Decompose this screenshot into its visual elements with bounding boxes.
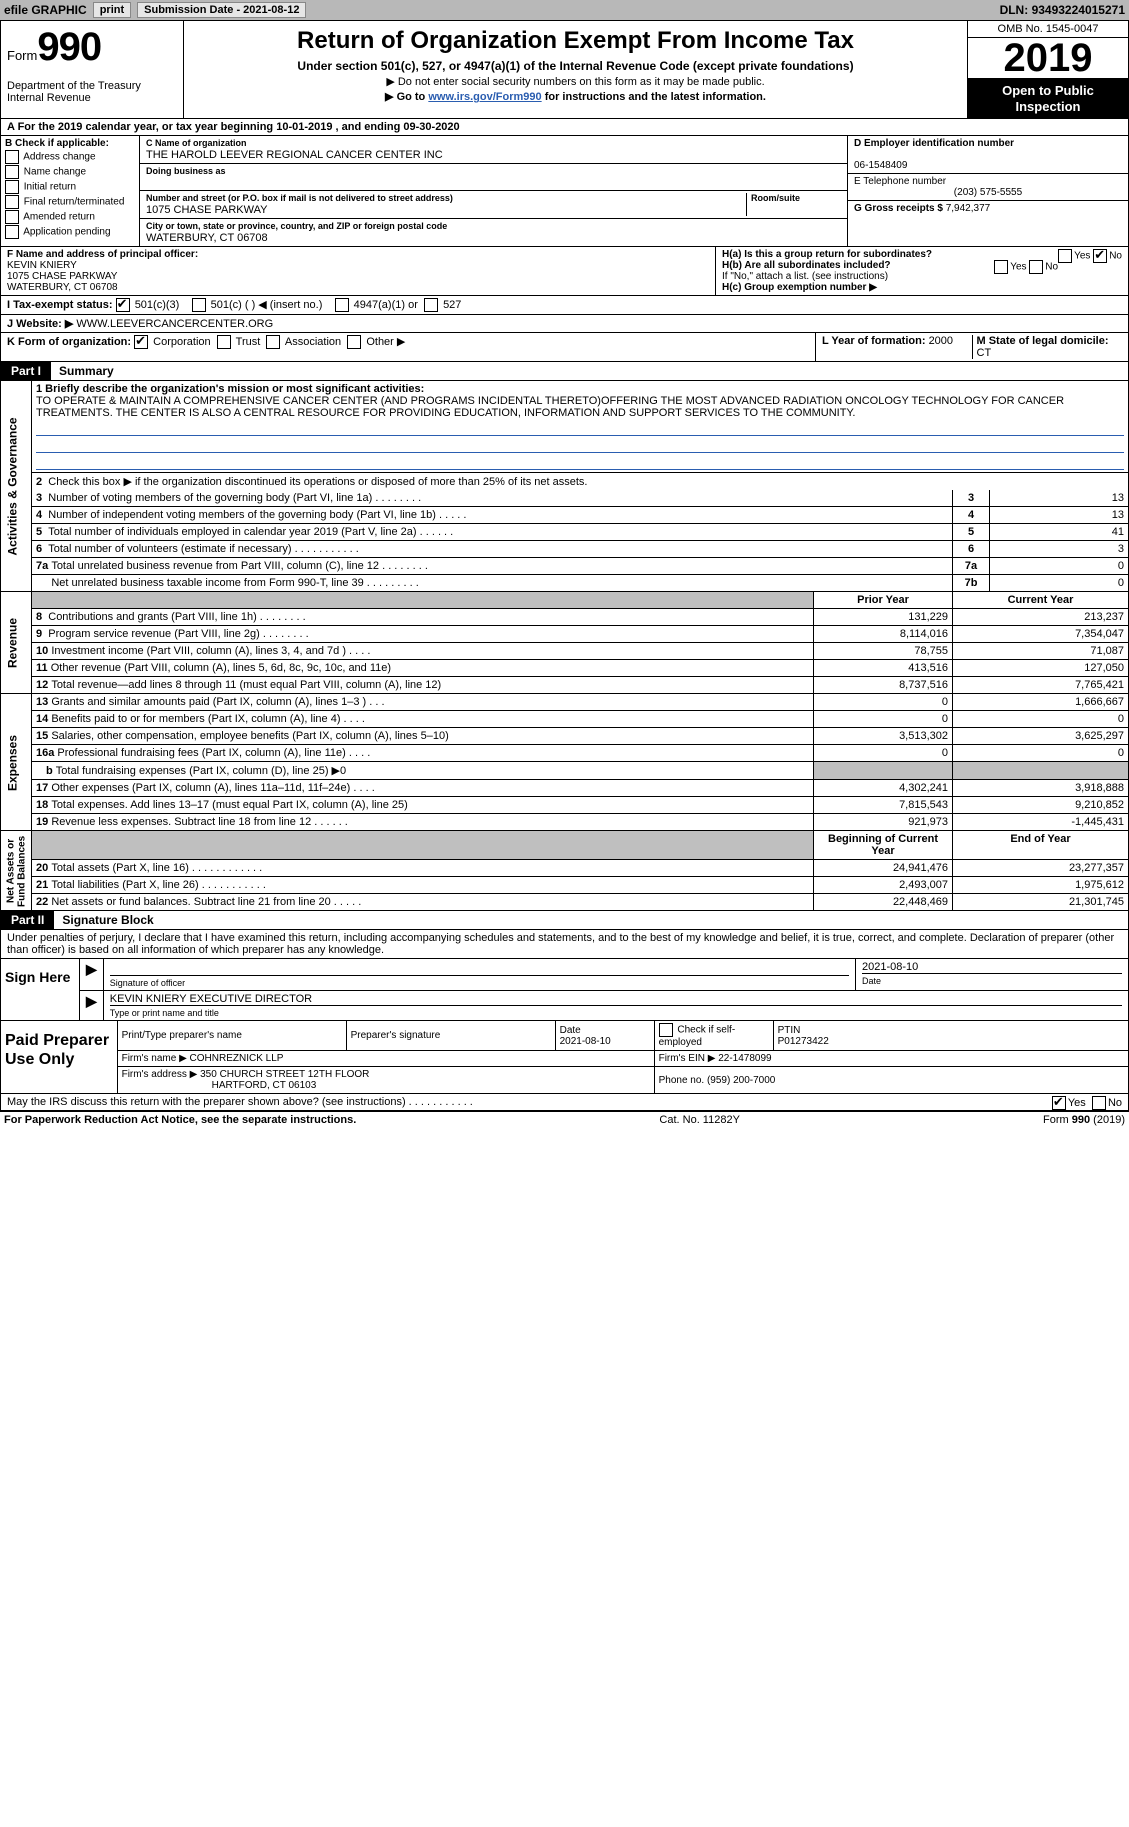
arrow-icon: ▶: [80, 959, 104, 990]
part1-header: Part I Summary: [0, 362, 1129, 381]
cb-name-change[interactable]: Name change: [5, 165, 135, 179]
org-name: THE HAROLD LEEVER REGIONAL CANCER CENTER…: [146, 149, 443, 161]
efile-label: efile GRAPHIC: [4, 3, 87, 17]
firm-name: COHNREZNICK LLP: [190, 1053, 284, 1064]
note-ssn: ▶ Do not enter social security numbers o…: [192, 75, 959, 88]
section-h: H(a) Is this a group return for subordin…: [716, 247, 1128, 295]
mission-text: TO OPERATE & MAINTAIN A COMPREHENSIVE CA…: [36, 395, 1064, 419]
discuss-no[interactable]: [1092, 1096, 1106, 1110]
page-footer: For Paperwork Reduction Act Notice, see …: [0, 1111, 1129, 1128]
cb-4947[interactable]: [335, 298, 349, 312]
officer-name: KEVIN KNIERY: [7, 260, 77, 271]
cb-527[interactable]: [424, 298, 438, 312]
preparer-phone: (959) 200-7000: [707, 1075, 775, 1086]
cb-application-pending[interactable]: Application pending: [5, 225, 135, 239]
website: WWW.LEEVERCANCERCENTER.ORG: [76, 318, 273, 330]
sign-here-grid: Sign Here ▶ Signature of officer 2021-08…: [1, 959, 1128, 1021]
form-title: Return of Organization Exempt From Incom…: [192, 27, 959, 55]
tax-year: 2019: [968, 38, 1128, 79]
dln: DLN: 93493224015271: [1000, 3, 1125, 17]
cb-501c[interactable]: [192, 298, 206, 312]
cb-address-change[interactable]: Address change: [5, 150, 135, 164]
val-4: 13: [990, 507, 1129, 524]
val-7a: 0: [990, 558, 1129, 575]
sidelabel-revenue: Revenue: [1, 592, 32, 694]
open-to-public: Open to Public Inspection: [968, 79, 1128, 118]
print-button[interactable]: print: [93, 2, 131, 18]
ha-no[interactable]: [1093, 249, 1107, 263]
cb-501c3[interactable]: [116, 298, 130, 312]
cb-amended-return[interactable]: Amended return: [5, 210, 135, 224]
section-d-e-g: D Employer identification number 06-1548…: [848, 136, 1128, 246]
org-city: WATERBURY, CT 06708: [146, 232, 268, 244]
irs-link[interactable]: www.irs.gov/Form990: [428, 91, 541, 103]
cb-corporation[interactable]: [134, 335, 148, 349]
val-7b: 0: [990, 575, 1129, 592]
officer-name-title: KEVIN KNIERY EXECUTIVE DIRECTOR: [110, 993, 1122, 1005]
section-l: L Year of formation: 2000: [822, 335, 973, 359]
cb-trust[interactable]: [217, 335, 231, 349]
form-subtitle: Under section 501(c), 527, or 4947(a)(1)…: [192, 59, 959, 73]
cb-other[interactable]: [347, 335, 361, 349]
hb-yes[interactable]: [994, 260, 1008, 274]
val-3: 13: [990, 490, 1129, 507]
section-j: J Website: ▶ WWW.LEEVERCANCERCENTER.ORG: [0, 315, 1129, 333]
section-i: I Tax-exempt status: 501(c)(3) 501(c) ( …: [0, 296, 1129, 315]
ptin: P01273422: [778, 1036, 829, 1047]
hb-no[interactable]: [1029, 260, 1043, 274]
phone: (203) 575-5555: [854, 187, 1122, 198]
org-street: 1075 CHASE PARKWAY: [146, 204, 267, 216]
perjury-statement: Under penalties of perjury, I declare th…: [1, 930, 1128, 959]
firm-ein: 22-1478099: [718, 1053, 771, 1064]
signature-block: Under penalties of perjury, I declare th…: [0, 930, 1129, 1111]
top-bar: efile GRAPHIC print Submission Date - 20…: [0, 0, 1129, 20]
form-number-block: Form990 Department of the Treasury Inter…: [1, 21, 184, 118]
part2-header: Part II Signature Block: [0, 911, 1129, 930]
summary-table: Activities & Governance 1 Briefly descri…: [0, 381, 1129, 911]
ein: 06-1548409: [854, 160, 907, 171]
cb-self-employed[interactable]: [659, 1023, 673, 1037]
ha-yes[interactable]: [1058, 249, 1072, 263]
form-header: Form990 Department of the Treasury Inter…: [0, 20, 1129, 119]
section-f: F Name and address of principal officer:…: [1, 247, 716, 295]
form-number: 990: [37, 25, 101, 69]
discuss-yes[interactable]: [1052, 1096, 1066, 1110]
val-6: 3: [990, 541, 1129, 558]
sidelabel-netassets: Net Assets or Fund Balances: [1, 831, 32, 911]
submission-date: Submission Date - 2021-08-12: [137, 2, 306, 18]
period-row: A For the 2019 calendar year, or tax yea…: [0, 119, 1129, 136]
gross-receipts: 7,942,377: [946, 203, 991, 214]
note-link: ▶ Go to www.irs.gov/Form990 for instruct…: [192, 90, 959, 103]
section-b: B Check if applicable: Address change Na…: [1, 136, 140, 246]
discuss-row: May the IRS discuss this return with the…: [1, 1093, 1128, 1110]
entity-grid: B Check if applicable: Address change Na…: [0, 136, 1129, 247]
sidelabel-governance: Activities & Governance: [1, 381, 32, 592]
section-k-l-m: K Form of organization: Corporation Trus…: [0, 333, 1129, 362]
val-5: 41: [990, 524, 1129, 541]
department: Department of the Treasury Internal Reve…: [7, 80, 177, 104]
cb-final-return[interactable]: Final return/terminated: [5, 195, 135, 209]
section-c: C Name of organization THE HAROLD LEEVER…: [140, 136, 848, 246]
sidelabel-expenses: Expenses: [1, 694, 32, 831]
form-title-block: Return of Organization Exempt From Incom…: [184, 21, 968, 118]
cb-association[interactable]: [266, 335, 280, 349]
form-year-block: OMB No. 1545-0047 2019 Open to Public In…: [968, 21, 1128, 118]
section-k: K Form of organization: Corporation Trus…: [1, 333, 816, 361]
cb-initial-return[interactable]: Initial return: [5, 180, 135, 194]
section-m: M State of legal domicile: CT: [973, 335, 1123, 359]
arrow-icon: ▶: [80, 991, 104, 1020]
officer-group-row: F Name and address of principal officer:…: [0, 247, 1129, 296]
paid-preparer-grid: Paid Preparer Use Only Print/Type prepar…: [1, 1021, 1128, 1093]
